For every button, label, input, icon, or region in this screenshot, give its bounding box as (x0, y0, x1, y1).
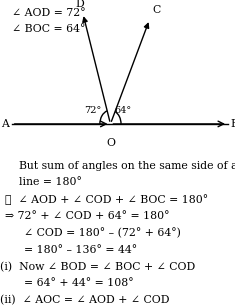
Text: A: A (1, 119, 9, 129)
Text: = 64° + 44° = 108°: = 64° + 44° = 108° (24, 278, 133, 289)
Text: ∠ BOC = 64°: ∠ BOC = 64° (12, 24, 85, 35)
Text: D: D (75, 0, 84, 9)
Text: (i)  Now ∠ BOD = ∠ BOC + ∠ COD: (i) Now ∠ BOD = ∠ BOC + ∠ COD (0, 262, 195, 272)
Text: ⇒ 72° + ∠ COD + 64° = 180°: ⇒ 72° + ∠ COD + 64° = 180° (5, 211, 169, 221)
Text: = 180° – 136° = 44°: = 180° – 136° = 44° (24, 245, 137, 255)
Text: 64°: 64° (115, 106, 132, 115)
Text: ∠ AOD = 72°: ∠ AOD = 72° (12, 8, 85, 18)
Text: line = 180°: line = 180° (19, 177, 82, 188)
Text: 72°: 72° (84, 106, 102, 115)
Text: (ii)  ∠ AOC = ∠ AOD + ∠ COD: (ii) ∠ AOC = ∠ AOD + ∠ COD (0, 295, 169, 306)
Text: But sum of angles on the same side of a: But sum of angles on the same side of a (19, 161, 235, 171)
Text: ∠ COD = 180° – (72° + 64°): ∠ COD = 180° – (72° + 64°) (24, 228, 180, 239)
Text: B: B (230, 119, 235, 129)
Text: C: C (152, 5, 160, 15)
Text: O: O (106, 138, 115, 148)
Text: ∴  ∠ AOD + ∠ COD + ∠ BOC = 180°: ∴ ∠ AOD + ∠ COD + ∠ BOC = 180° (5, 194, 208, 205)
